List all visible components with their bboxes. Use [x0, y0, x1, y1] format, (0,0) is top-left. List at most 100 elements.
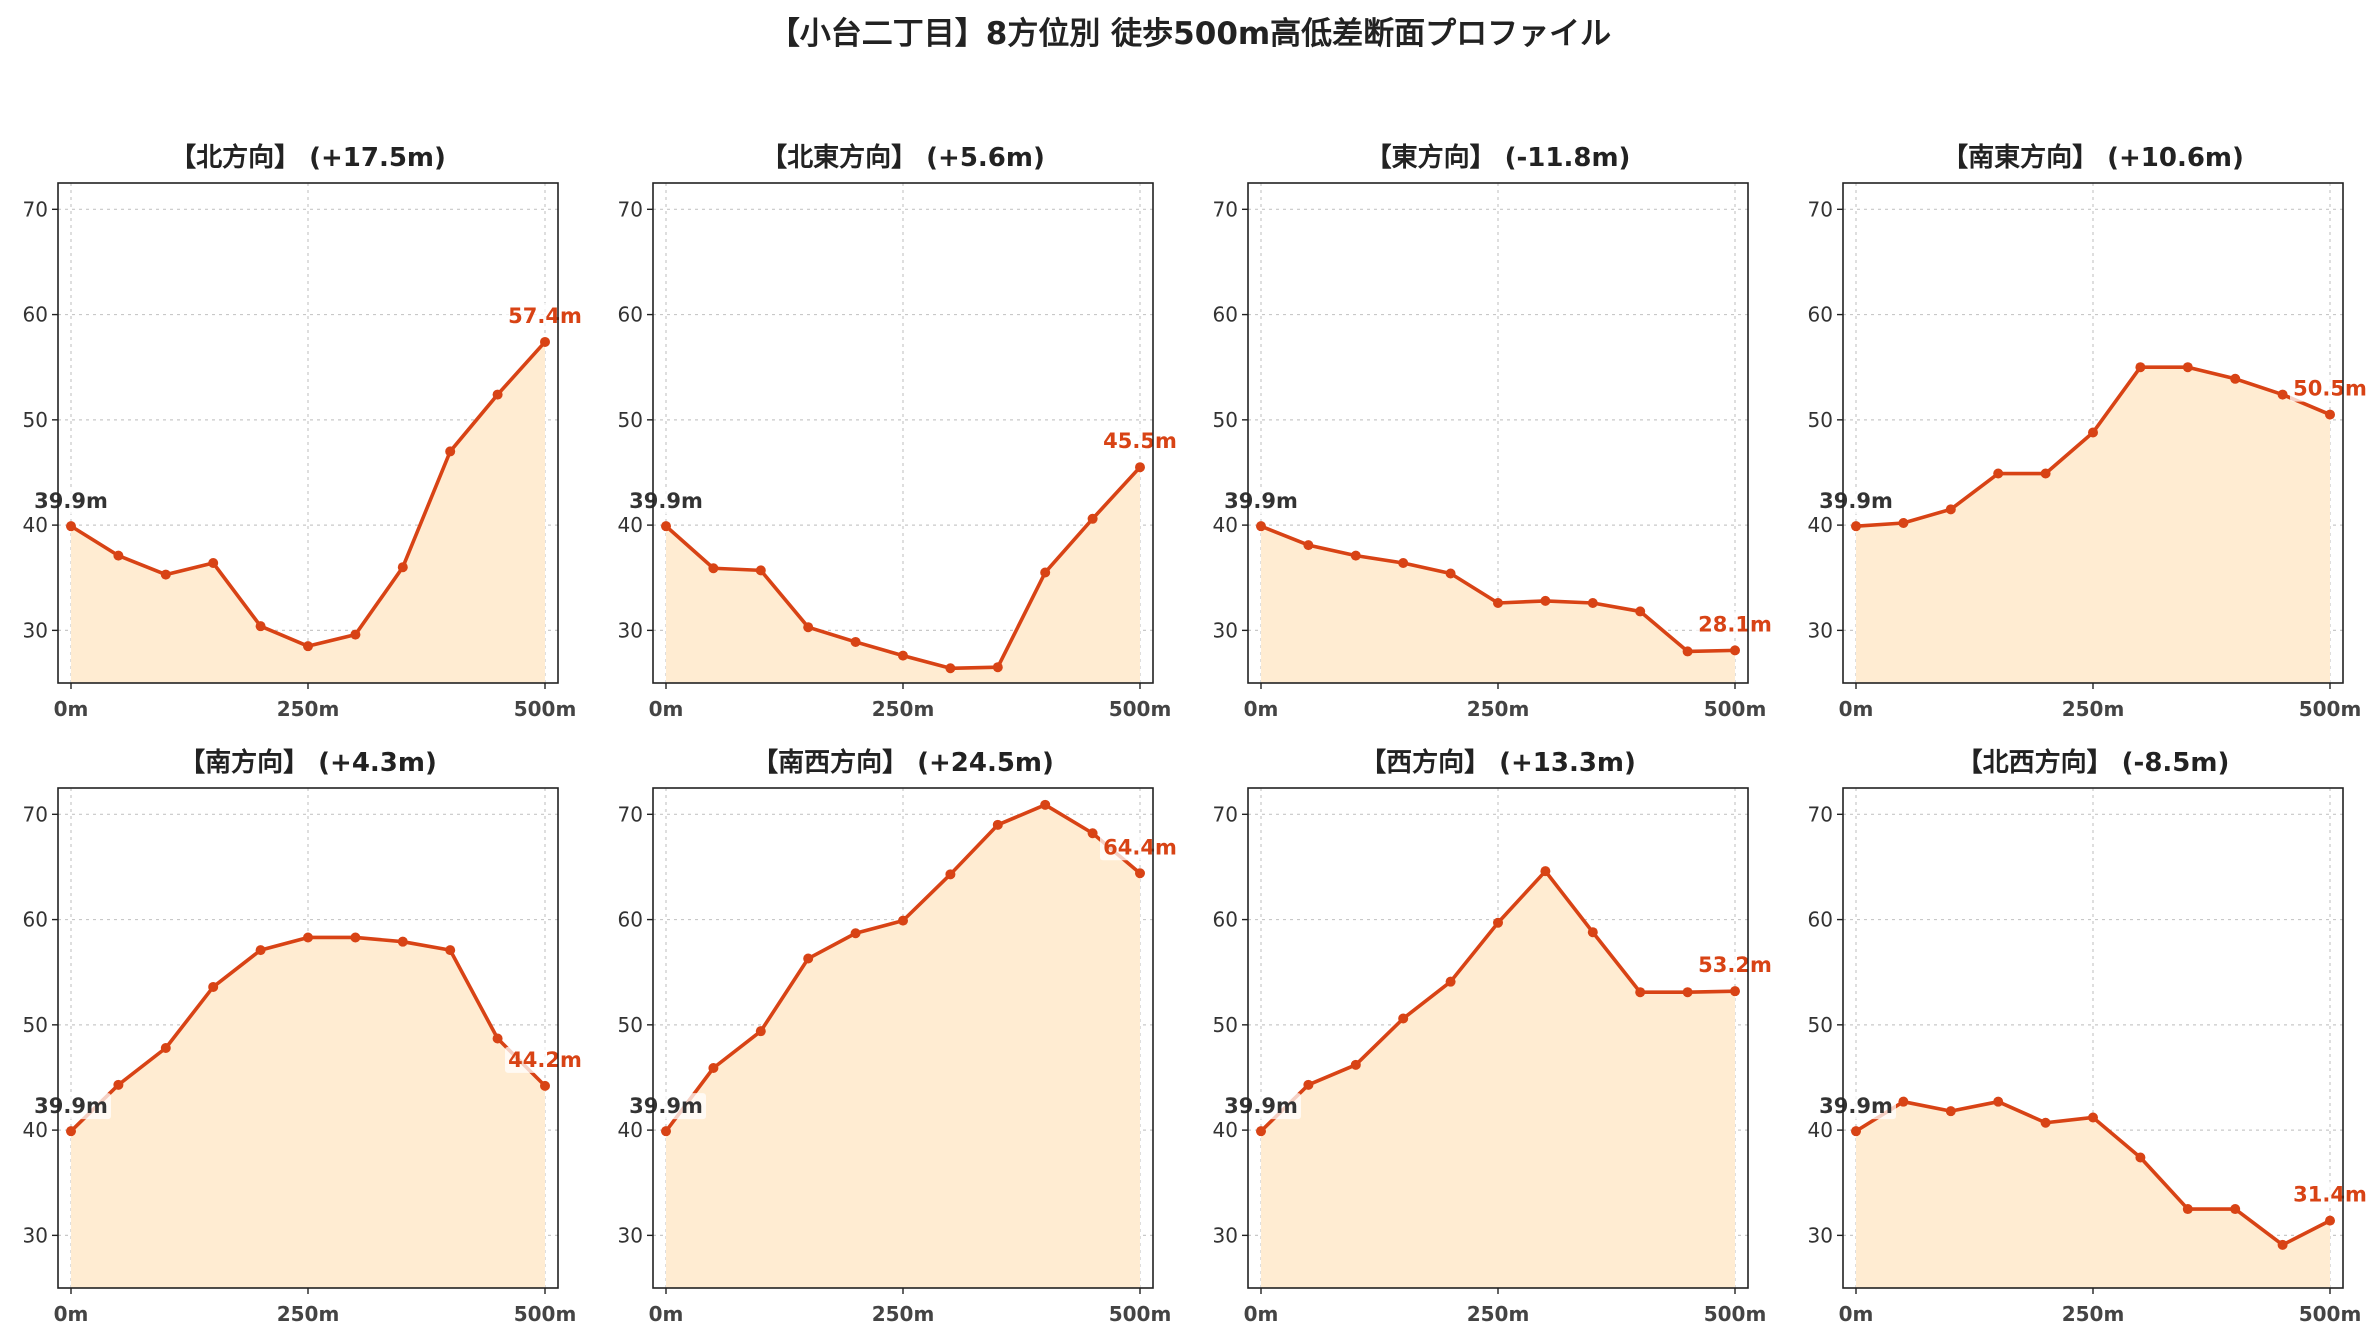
elevation-point	[2135, 1152, 2146, 1163]
y-tick-label: 50	[618, 408, 643, 432]
end-label-bg	[505, 1046, 585, 1073]
elevation-point	[850, 928, 861, 939]
end-label-bg	[2290, 1181, 2370, 1208]
start-label-bg	[33, 488, 111, 515]
elevation-point	[1587, 927, 1598, 938]
elevation-area-fill	[666, 467, 1140, 683]
elevation-point	[492, 389, 503, 400]
panel-title: 【南西方向】 (+24.5m)	[752, 747, 1054, 778]
elevation-point	[1040, 567, 1051, 578]
elevation-point	[1493, 598, 1503, 608]
elevation-point	[1398, 1013, 1409, 1024]
elevation-point	[1540, 595, 1551, 606]
plot-frame	[652, 182, 1154, 684]
y-tick-label: 30	[1213, 1223, 1238, 1247]
start-elevation-label: 39.9m	[1224, 1094, 1298, 1118]
elevation-point	[2230, 1204, 2241, 1215]
x-tick-label: 500m	[514, 697, 577, 721]
profile-panel: 30 40 50 60 70 0m 250m 500m 39.9m 50.5m 【南東方向】 (+1…	[1808, 142, 2370, 721]
elevation-point	[1256, 1126, 1266, 1137]
end-label-bg	[1100, 834, 1180, 861]
elevation-point	[1350, 550, 1361, 561]
panel-title: 【南方向】 (+4.3m)	[179, 747, 437, 778]
elevation-point	[2277, 1239, 2288, 1250]
elevation-point	[1445, 976, 1456, 987]
elevation-point	[1087, 513, 1098, 524]
elevation-point	[397, 562, 408, 573]
x-tick-label: 0m	[54, 697, 89, 721]
plot-frame	[1842, 182, 2344, 684]
elevation-point	[2135, 362, 2146, 373]
y-tick-label: 50	[618, 1013, 643, 1037]
end-label-bg	[2290, 375, 2370, 402]
elevation-point	[160, 569, 171, 580]
elevation-point	[2182, 1204, 2193, 1215]
x-tick-label: 0m	[54, 1302, 89, 1326]
elevation-point	[1398, 558, 1409, 568]
start-elevation-label: 39.9m	[34, 489, 108, 513]
start-label-bg	[628, 1093, 706, 1120]
x-tick-label: 250m	[872, 697, 935, 721]
x-tick-label: 500m	[514, 1302, 577, 1326]
panel-title: 【北西方向】 (-8.5m)	[1957, 747, 2230, 778]
elevation-point	[350, 629, 361, 640]
x-tick-label: 0m	[649, 1302, 684, 1326]
y-tick-label: 40	[1808, 1118, 1833, 1142]
y-tick-label: 40	[1213, 513, 1238, 537]
elevation-area-fill	[1261, 871, 1735, 1288]
y-tick-label: 70	[23, 197, 48, 221]
profile-panel: 30 40 50 60 70 0m 250m 500m 39.9m 31.4m 【北西方向】 (-8…	[1808, 747, 2370, 1326]
elevation-point	[445, 446, 456, 457]
x-tick-label: 250m	[277, 697, 340, 721]
elevation-point	[1682, 646, 1693, 657]
y-tick-label: 70	[618, 802, 643, 826]
y-tick-label: 30	[1213, 618, 1238, 642]
start-label-bg	[1223, 488, 1301, 515]
x-tick-label: 500m	[1109, 1302, 1172, 1326]
start-elevation-label: 39.9m	[1224, 489, 1298, 513]
elevation-point	[2040, 1117, 2051, 1128]
y-tick-label: 40	[1213, 1118, 1238, 1142]
y-tick-label: 40	[1808, 513, 1833, 537]
y-tick-label: 60	[618, 908, 643, 932]
end-elevation-label: 50.5m	[2293, 377, 2367, 401]
x-tick-label: 250m	[2062, 697, 2125, 721]
start-label-bg	[1818, 488, 1896, 515]
x-tick-label: 250m	[1467, 697, 1530, 721]
y-tick-label: 40	[23, 513, 48, 537]
y-tick-label: 60	[1213, 303, 1238, 327]
end-elevation-label: 45.5m	[1103, 429, 1177, 453]
y-tick-label: 50	[1213, 408, 1238, 432]
elevation-point	[1851, 521, 1861, 532]
y-tick-label: 60	[1213, 908, 1238, 932]
plot-frame	[57, 182, 559, 684]
elevation-point	[708, 1063, 719, 1073]
elevation-point	[945, 869, 956, 880]
end-elevation-label: 53.2m	[1698, 953, 1772, 977]
elevation-point	[1993, 468, 2004, 479]
y-tick-label: 40	[23, 1118, 48, 1142]
elevation-point	[1682, 987, 1693, 998]
elevation-point	[850, 636, 861, 647]
y-tick-label: 50	[1808, 408, 1833, 432]
figure-title: 【小台二丁目】8方位別 徒歩500m高低差断面プロファイル	[769, 16, 1611, 52]
profile-panel: 30 40 50 60 70 0m 250m 500m 39.9m 64.4m 【南西方向】 (+2…	[618, 747, 1180, 1326]
elevation-area-fill	[1856, 1101, 2330, 1288]
elevation-point	[66, 1126, 76, 1137]
elevation-point	[445, 945, 456, 956]
y-tick-label: 50	[1213, 1013, 1238, 1037]
plot-frame	[1247, 182, 1749, 684]
elevation-point	[1898, 1096, 1909, 1107]
end-elevation-label: 28.1m	[1698, 612, 1772, 636]
elevation-point	[1135, 462, 1145, 473]
elevation-point	[160, 1043, 171, 1053]
elevation-point	[303, 932, 313, 943]
start-elevation-label: 39.9m	[629, 1094, 703, 1118]
end-elevation-label: 57.4m	[508, 304, 582, 328]
elevation-point	[1256, 521, 1266, 532]
y-tick-label: 60	[1808, 908, 1833, 932]
x-tick-label: 0m	[649, 697, 684, 721]
elevation-point	[1350, 1059, 1361, 1070]
y-tick-label: 50	[23, 1013, 48, 1037]
x-tick-label: 250m	[2062, 1302, 2125, 1326]
